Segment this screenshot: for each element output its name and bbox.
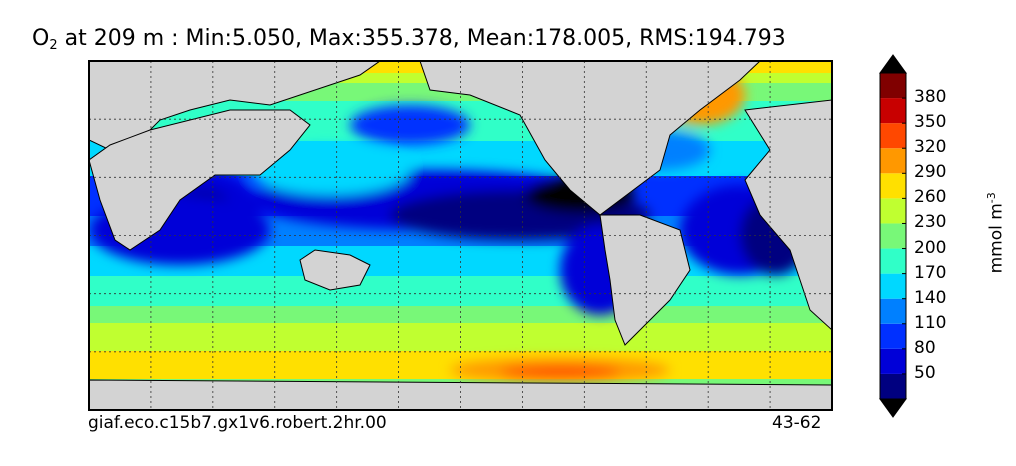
colorbar-tick-label: 350 — [914, 112, 947, 133]
colorbar-swatch-10 — [880, 123, 906, 149]
colorbar-tick-label: 50 — [914, 362, 936, 383]
field-feature-9 — [350, 105, 470, 145]
land-mass-4 — [599, 214, 691, 346]
colorbar-swatch-12 — [880, 73, 906, 99]
colorbar-tick-label: 290 — [914, 162, 947, 183]
land-mass-3 — [419, 61, 761, 216]
colorbar-swatch-7 — [880, 198, 906, 224]
colorbar-tick-label: 140 — [914, 287, 947, 308]
colorbar-tick-label: 320 — [914, 137, 947, 158]
colorbar-swatch-2 — [880, 323, 906, 349]
colorbar-tick-label: 110 — [914, 312, 947, 333]
field-feature-10 — [250, 145, 410, 195]
colorbar — [879, 54, 907, 418]
land-mass-2 — [299, 249, 371, 291]
colorbar-swatch-0 — [880, 373, 906, 399]
land-mass-1 — [89, 109, 311, 251]
band-9 — [89, 306, 832, 323]
colorbar-tick-label: 80 — [914, 337, 936, 358]
colorbar-swatch-5 — [880, 248, 906, 274]
colorbar-swatch-8 — [880, 173, 906, 199]
colorbar-swatch-9 — [880, 148, 906, 174]
colorbar-frame — [879, 72, 907, 400]
chart-title: O2 at 209 m : Min:5.050, Max:355.378, Me… — [32, 26, 786, 53]
map-frame — [88, 60, 833, 411]
land-mass-6 — [89, 379, 832, 410]
footer-year-range: 43-62 — [772, 413, 822, 433]
colorbar-swatch-1 — [880, 348, 906, 374]
colorbar-extend-max — [879, 54, 907, 74]
field-feature-13 — [500, 366, 620, 378]
colorbar-tick-label: 260 — [914, 187, 947, 208]
colorbar-tick-label: 170 — [914, 262, 947, 283]
land-mass-5 — [744, 99, 832, 331]
colorbar-tick-label: 380 — [914, 87, 947, 108]
colorbar-tick-label: 230 — [914, 212, 947, 233]
colorbar-swatch-11 — [880, 98, 906, 124]
colorbar-swatch-3 — [880, 298, 906, 324]
colorbar-tick-label: 200 — [914, 237, 947, 258]
colorbar-extend-min — [879, 398, 907, 418]
colorbar-swatch-4 — [880, 273, 906, 299]
footer-run-name: giaf.eco.c15b7.gx1v6.robert.2hr.00 — [88, 413, 387, 433]
colorbar-swatch-6 — [880, 223, 906, 249]
colorbar-unit-label: mmol m-3 — [984, 192, 1007, 274]
map-area — [89, 61, 832, 410]
grid-lines — [89, 61, 832, 410]
